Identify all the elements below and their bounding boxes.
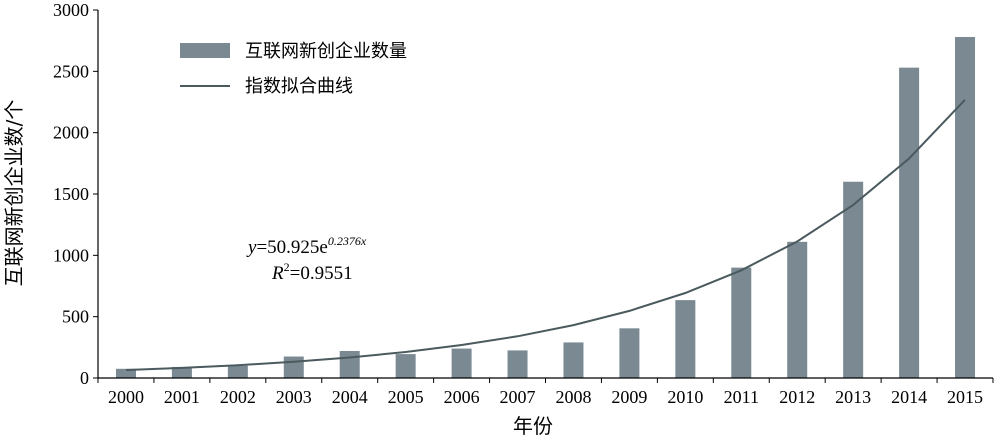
x-tick-label: 2014 [891, 387, 927, 407]
bar-2005 [395, 354, 416, 378]
legend-bar-label: 互联网新创企业数量 [245, 41, 407, 62]
bar-2001 [171, 366, 192, 378]
bar-2011 [731, 267, 752, 378]
x-tick-label: 2011 [724, 387, 759, 407]
bar-2009 [619, 328, 640, 378]
x-axis-ticks: 2000 2001 2002 2003 2004 2005 2006 2007 2008 2009… [97, 378, 994, 407]
bar-2004 [339, 351, 360, 378]
y-axis-ticks: 0 500 1000 1500 2000 2500 3000 [53, 0, 98, 388]
legend-line-label: 指数拟合曲线 [245, 76, 353, 97]
y-tick-label: 0 [80, 368, 89, 388]
legend-bar-swatch [180, 43, 230, 58]
y-tick-label: 500 [62, 307, 89, 327]
x-tick-label: 2001 [164, 387, 200, 407]
legend: 互联网新创企业数量 指数拟合曲线 [180, 41, 407, 97]
y-tick-label: 2500 [53, 61, 89, 81]
x-tick-label: 2008 [555, 387, 591, 407]
fit-line-series [125, 99, 966, 371]
bar-2002 [227, 365, 248, 378]
fit-equation: y=50.925e0.2376x R2=0.9551 [246, 234, 367, 284]
bar-2007 [507, 350, 528, 378]
bar-series [115, 36, 976, 379]
x-tick-label: 2013 [835, 387, 871, 407]
x-tick-label: 2004 [332, 387, 368, 407]
bar-2010 [675, 300, 696, 378]
y-tick-label: 2000 [53, 123, 89, 143]
y-tick-label: 1000 [53, 245, 89, 265]
x-tick-label: 2012 [779, 387, 815, 407]
x-tick-label: 2005 [388, 387, 424, 407]
bar-2015 [955, 36, 976, 379]
x-tick-label: 2007 [500, 387, 536, 407]
x-tick-label: 2010 [667, 387, 703, 407]
bar-2008 [563, 342, 584, 378]
x-tick-label: 2006 [444, 387, 480, 407]
bar-2006 [451, 348, 472, 378]
x-axis-label: 年份 [513, 414, 553, 438]
fit-curve [125, 99, 966, 371]
y-tick-label: 3000 [53, 0, 89, 20]
bar-2013 [843, 181, 864, 378]
equation-text: y=50.925e0.2376x [246, 234, 367, 258]
y-axis-label: 互联网新创企业数/个 [2, 100, 26, 287]
x-tick-label: 2003 [276, 387, 312, 407]
bar-2014 [899, 67, 920, 379]
y-tick-label: 1500 [53, 184, 89, 204]
bar-2012 [787, 241, 808, 378]
x-tick-label: 2015 [947, 387, 983, 407]
r-squared-text: R2=0.9551 [271, 260, 353, 284]
x-tick-label: 2000 [108, 387, 144, 407]
x-tick-label: 2009 [611, 387, 647, 407]
bar-2000 [115, 368, 136, 378]
x-tick-label: 2002 [220, 387, 256, 407]
bar-2003 [283, 356, 304, 378]
